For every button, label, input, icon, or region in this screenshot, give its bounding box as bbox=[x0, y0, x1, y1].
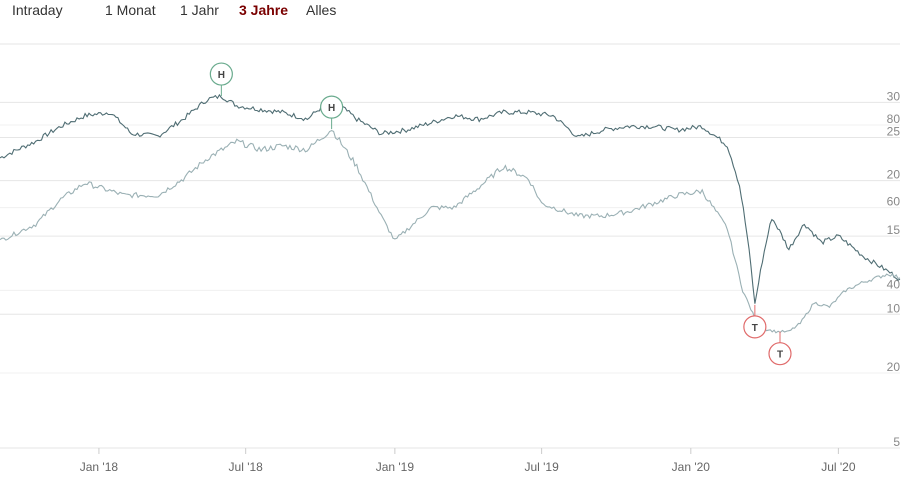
series-line-2 bbox=[0, 130, 901, 334]
range-tabs: Intraday 1 Monat 1 Jahr 3 Jahre Alles bbox=[0, 0, 910, 24]
y2-tick-label: 80 bbox=[887, 112, 901, 126]
x-tick-label: Jul '20 bbox=[821, 460, 856, 474]
flag-circle bbox=[743, 315, 767, 339]
x-axis: Jan '18 Jul '18 Jan '19 Jul '19 Jan '20 Jul '… bbox=[80, 448, 856, 474]
flag-circle bbox=[209, 62, 233, 86]
x-tick-label: Jul '18 bbox=[229, 460, 264, 474]
high-flag: H bbox=[209, 62, 233, 97]
grid-lines bbox=[0, 43, 900, 449]
flag-circle bbox=[768, 342, 792, 366]
flag-label: H bbox=[328, 103, 335, 114]
x-tick-label: Jul '19 bbox=[524, 460, 559, 474]
series-lines bbox=[0, 93, 901, 334]
flag-label: T bbox=[752, 323, 758, 334]
y-tick-label: 10 bbox=[887, 301, 901, 315]
y2-tick-label: 60 bbox=[887, 195, 901, 209]
low-flag: T bbox=[743, 304, 767, 339]
flag-circle bbox=[320, 95, 344, 119]
y-axis-labels: 5 10 15 20 25 30 20 40 60 80 bbox=[887, 89, 901, 449]
x-tick-label: Jan '20 bbox=[672, 460, 711, 474]
flag-markers: H H T T bbox=[209, 62, 792, 366]
x-tick-label: Jan '18 bbox=[80, 460, 119, 474]
tab-1-monat[interactable]: 1 Monat bbox=[105, 2, 156, 18]
y-tick-label: 20 bbox=[887, 168, 901, 182]
tab-alles[interactable]: Alles bbox=[306, 2, 337, 18]
y-tick-label: 5 bbox=[893, 435, 900, 449]
high-flag: H bbox=[320, 95, 344, 130]
flag-label: T bbox=[777, 350, 783, 361]
low-flag: T bbox=[768, 331, 792, 366]
tab-3-jahre[interactable]: 3 Jahre bbox=[239, 2, 289, 18]
tab-1-jahr[interactable]: 1 Jahr bbox=[180, 2, 219, 18]
flag-label: H bbox=[218, 70, 225, 81]
series-line-1 bbox=[0, 93, 901, 304]
y-tick-label: 30 bbox=[887, 89, 901, 103]
y2-tick-label: 20 bbox=[887, 360, 901, 374]
y-tick-label: 25 bbox=[887, 125, 901, 139]
tab-intraday[interactable]: Intraday bbox=[12, 2, 63, 18]
y-tick-label: 15 bbox=[887, 223, 901, 237]
y2-tick-label: 40 bbox=[887, 277, 901, 291]
x-tick-label: Jan '19 bbox=[376, 460, 415, 474]
